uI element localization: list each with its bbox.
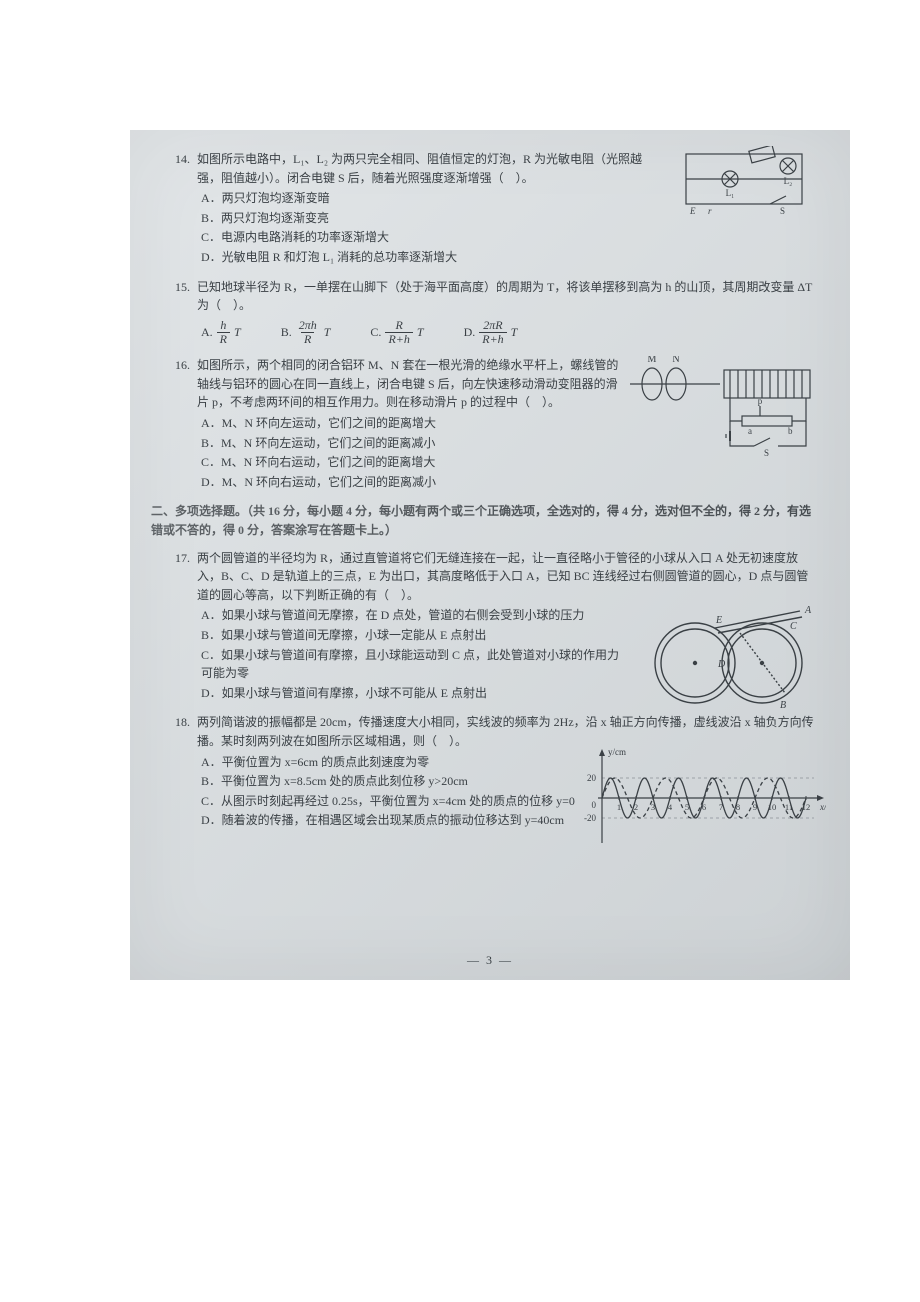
svg-text:D: D [717, 659, 726, 670]
option-d: D．M、N 环向右运动，它们之间的距离减小 [197, 473, 820, 492]
option-d: D．光敏电阻 R 和灯泡 L₁ 消耗的总功率逐渐增大 [197, 248, 820, 267]
svg-text:r: r [708, 206, 712, 216]
option-b: B. 2πhR T [281, 319, 331, 346]
svg-text:20: 20 [587, 773, 597, 783]
svg-text:N: N [672, 356, 679, 365]
page-number: — 3 — [467, 951, 513, 970]
svg-text:B: B [780, 700, 786, 711]
question-number: 17. [175, 549, 197, 704]
svg-text:E: E [715, 615, 722, 626]
svg-text:a: a [748, 426, 752, 436]
svg-text:x/cm: x/cm [819, 802, 826, 812]
option-c: C．电源内电路消耗的功率逐渐增大 [197, 228, 820, 247]
svg-text:y/cm: y/cm [608, 747, 626, 757]
solenoid-diagram-16: M N p a b S [630, 356, 820, 456]
question-number: 18. [175, 713, 197, 831]
svg-text:C: C [790, 621, 797, 632]
svg-text:E: E [689, 206, 696, 216]
option-d: D. 2πRR+h T [464, 319, 518, 346]
svg-text:L₁: L₁ [726, 188, 735, 198]
question-number: 14. [175, 150, 197, 268]
fraction-options: A. hR T B. 2πhR T C. RR+h T [197, 319, 820, 346]
question-16: M N p a b S 16. 如图所示，两个相同的闭合铝环 M、N 套在一根光… [175, 356, 820, 492]
svg-text:0: 0 [592, 800, 597, 810]
svg-text:b: b [788, 426, 793, 436]
svg-text:L₂: L₂ [784, 176, 793, 186]
option-c: C. RR+h T [370, 319, 423, 346]
svg-text:M: M [648, 356, 657, 365]
question-17: A B C D E 17. 两个圆管道的半径均为 R，通过直管道将它们无缝连接在… [175, 549, 820, 704]
svg-text:S: S [764, 448, 769, 456]
question-number: 15. [175, 278, 197, 347]
question-18: y/cmx/cm20-200123456789101112 18. 两列简谐波的… [175, 713, 820, 831]
wave-chart-18: y/cmx/cm20-200123456789101112 [576, 743, 826, 853]
loop-track-diagram-17: A B C D E [640, 593, 820, 713]
option-a: A. hR T [201, 319, 241, 346]
question-14: R L₁ L₂ E r S 14. 如图所示电路中，L₁、L₂ 为两只完全相同、… [175, 150, 820, 268]
svg-text:A: A [804, 605, 812, 616]
question-stem: 已知地球半径为 R，一单摆在山脚下（处于海平面高度）的周期为 T，将该单摆移到高… [197, 278, 820, 315]
section-heading: 二、多项选择题。（共 16 分，每小题 4 分，每小题有两个或三个正确选项，全选… [151, 502, 820, 540]
question-number: 16. [175, 356, 197, 492]
svg-text:S: S [780, 206, 785, 216]
exam-page: R L₁ L₂ E r S 14. 如图所示电路中，L₁、L₂ 为两只完全相同、… [130, 130, 850, 980]
circuit-diagram-14: R L₁ L₂ E r S [680, 146, 810, 216]
svg-text:-20: -20 [584, 813, 596, 823]
question-15: 15. 已知地球半径为 R，一单摆在山脚下（处于海平面高度）的周期为 T，将该单… [175, 278, 820, 347]
svg-text:R: R [761, 146, 768, 148]
svg-text:p: p [758, 396, 763, 406]
